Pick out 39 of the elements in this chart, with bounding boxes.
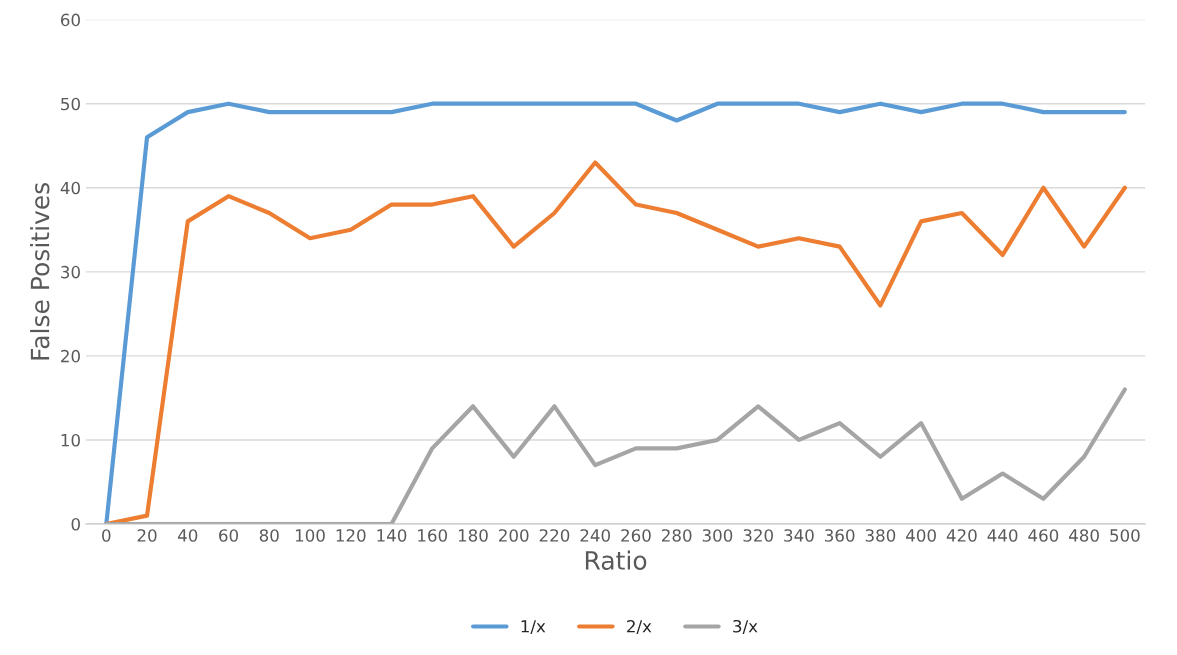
x-tick-label: 180	[458, 529, 488, 542]
x-tick-label: 420	[946, 529, 977, 542]
y-tick-label: 60	[61, 13, 80, 27]
x-tick-label: 220	[539, 529, 570, 542]
x-tick-label: 40	[177, 529, 198, 542]
x-tick-label: 440	[987, 529, 1018, 542]
x-tick-label: 80	[259, 529, 279, 542]
x-tick-label: 360	[825, 529, 855, 542]
x-tick-label: 20	[137, 529, 157, 542]
x-tick-label: 100	[295, 529, 325, 542]
x-tick-label: 240	[580, 529, 610, 542]
x-tick-label: 0	[102, 529, 111, 542]
y-tick-label: 10	[61, 433, 80, 447]
x-tick-label: 300	[702, 529, 733, 542]
x-tick-label: 280	[662, 529, 692, 542]
y-tick-label: 0	[71, 517, 80, 531]
x-tick-label: 160	[418, 529, 448, 542]
x-tick-label: 200	[499, 529, 529, 542]
y-tick-label: 30	[61, 265, 80, 279]
x-tick-label: 140	[377, 529, 407, 542]
x-tick-label: 480	[1069, 529, 1099, 542]
y-tick-label: 50	[61, 97, 80, 111]
x-tick-label: 60	[219, 529, 239, 542]
y-tick-label: 40	[60, 181, 80, 195]
y-axis-title: False Positives	[30, 182, 50, 360]
legend-label: 1/x	[521, 620, 546, 634]
x-tick-label: 400	[906, 529, 936, 542]
x-tick-label: 120	[336, 529, 366, 542]
x-tick-label: 260	[621, 529, 651, 542]
x-tick-label: 340	[784, 529, 814, 542]
x-tick-label: 320	[743, 529, 773, 542]
line-series	[104, 387, 1127, 524]
legend-label: 2/x	[627, 619, 652, 634]
x-tick-label: 500	[1110, 529, 1140, 542]
x-tick-label: 380	[865, 529, 896, 542]
legend-label: 3/x	[733, 619, 758, 634]
x-axis-title: Ratio	[585, 550, 647, 570]
x-tick-label: 460	[1028, 529, 1059, 542]
y-tick-label: 20	[61, 349, 80, 363]
